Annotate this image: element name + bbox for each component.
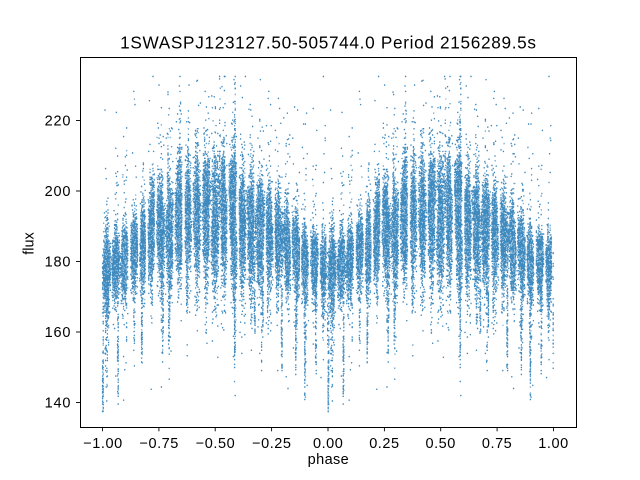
svg-text:flux: flux bbox=[22, 231, 38, 254]
svg-text:140: 140 bbox=[45, 396, 72, 412]
svg-text:phase: phase bbox=[308, 452, 350, 468]
svg-text:−1.00: −1.00 bbox=[83, 436, 122, 452]
svg-text:1.00: 1.00 bbox=[538, 436, 568, 452]
svg-text:200: 200 bbox=[45, 184, 72, 200]
svg-text:−0.50: −0.50 bbox=[196, 436, 235, 452]
svg-text:1SWASPJ123127.50-505744.0 Peri: 1SWASPJ123127.50-505744.0 Period 2156289… bbox=[120, 33, 537, 53]
svg-text:220: 220 bbox=[45, 114, 72, 130]
svg-text:180: 180 bbox=[45, 255, 72, 271]
svg-text:−0.75: −0.75 bbox=[139, 436, 178, 452]
svg-text:0.25: 0.25 bbox=[369, 436, 399, 452]
svg-text:−0.25: −0.25 bbox=[252, 436, 291, 452]
svg-text:0.00: 0.00 bbox=[313, 436, 343, 452]
svg-text:0.75: 0.75 bbox=[482, 436, 512, 452]
svg-text:0.50: 0.50 bbox=[425, 436, 455, 452]
svg-text:160: 160 bbox=[45, 325, 72, 341]
